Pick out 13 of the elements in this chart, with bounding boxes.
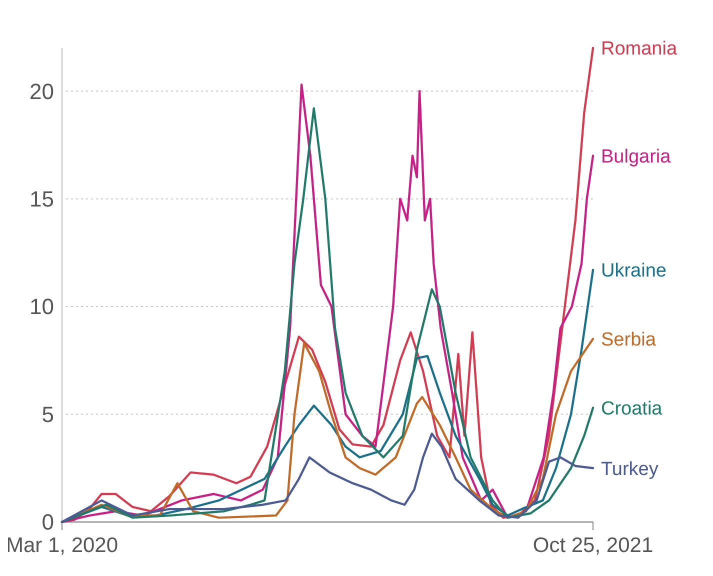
series-label: Croatia xyxy=(601,398,663,420)
y-tick-label: 5 xyxy=(42,402,54,427)
series-label: Bulgaria xyxy=(601,146,672,168)
x-tick-label: Oct 25, 2021 xyxy=(532,534,654,557)
series-label: Ukraine xyxy=(601,260,666,282)
y-tick-label: 0 xyxy=(42,510,54,535)
y-tick-label: 15 xyxy=(30,186,54,212)
y-tick-label: 20 xyxy=(30,78,54,104)
y-tick-label: 10 xyxy=(30,294,54,320)
x-tick-label: Mar 1, 2020 xyxy=(6,534,118,557)
series-label: Romania xyxy=(601,38,678,60)
series-label: Serbia xyxy=(601,330,656,351)
series-label: Turkey xyxy=(601,458,659,480)
